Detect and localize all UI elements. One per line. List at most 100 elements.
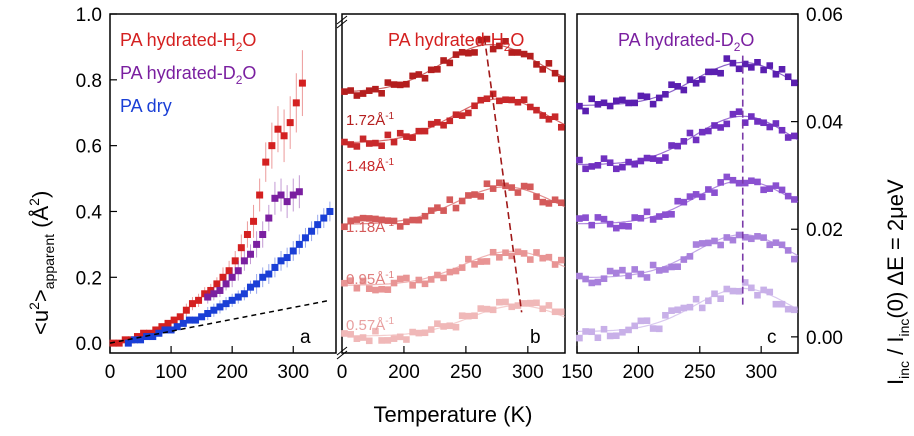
data-point-c-4 [612, 332, 620, 340]
data-point-c-0 [649, 100, 657, 108]
data-point-c-0 [674, 83, 681, 90]
data-point-b-3 [502, 249, 509, 257]
data-point-b-4 [353, 335, 361, 342]
data-point-2 [283, 254, 291, 262]
data-point-b-1 [520, 96, 528, 103]
data-point-2 [228, 296, 236, 304]
legend-item-d2o: PA hydrated-D2O [120, 63, 256, 87]
data-point-b-3 [409, 282, 416, 289]
data-point-c-3 [619, 266, 626, 274]
data-point-1 [259, 231, 267, 239]
data-point-c-0 [766, 62, 774, 69]
data-point-c-4 [619, 328, 626, 336]
data-point-c-3 [655, 267, 663, 274]
data-point-b-4 [557, 308, 565, 316]
data-point-c-4 [754, 291, 761, 299]
data-point-1 [204, 293, 212, 301]
axis-break-top-2 [336, 19, 348, 29]
data-point-1 [234, 267, 242, 275]
data-point-c-1 [754, 118, 761, 125]
data-point-b-0 [415, 71, 423, 78]
data-point-b-4 [452, 323, 460, 331]
data-point-c-4 [741, 279, 749, 286]
data-point-b-4 [427, 326, 435, 333]
y-tick-label-c: 0.00 [806, 328, 843, 349]
data-point-c-0 [600, 99, 608, 107]
data-point-0 [195, 296, 203, 304]
data-point-2 [259, 273, 267, 281]
data-point-b-0 [434, 66, 441, 73]
data-point-0 [225, 267, 233, 275]
data-point-c-3 [662, 266, 669, 273]
data-point-c-4 [723, 285, 731, 293]
data-point-c-2 [784, 192, 792, 200]
data-point-c-3 [723, 234, 731, 241]
data-point-c-2 [637, 214, 645, 222]
data-point-c-3 [735, 231, 743, 239]
data-point-c-1 [772, 120, 780, 127]
data-point-b-0 [539, 66, 546, 73]
data-point-b-4 [396, 333, 404, 341]
data-point-0 [164, 319, 172, 327]
data-point-1 [277, 191, 285, 199]
data-point-b-0 [409, 72, 416, 80]
data-point-2 [173, 323, 181, 331]
data-point-c-1 [723, 120, 731, 128]
data-point-c-4 [662, 311, 669, 319]
data-point-1 [240, 257, 248, 265]
data-point-b-2 [396, 223, 404, 230]
data-point-b-4 [514, 302, 522, 309]
data-point-b-0 [483, 35, 491, 43]
data-point-1 [210, 290, 218, 298]
data-point-c-3 [784, 247, 792, 254]
data-point-2 [314, 221, 322, 229]
data-point-c-3 [680, 256, 688, 263]
data-point-c-1 [662, 154, 669, 161]
data-point-2 [161, 326, 169, 334]
data-point-0 [262, 158, 270, 166]
data-point-b-3 [341, 279, 348, 287]
data-point-c-0 [729, 59, 737, 67]
panel-a: 0 100 200 300 0.0 0.2 0.4 0.6 0.8 1.0 a [76, 5, 337, 383]
data-point-2 [326, 207, 334, 215]
data-point-b-2 [353, 216, 361, 223]
data-point-b-1 [341, 138, 348, 146]
data-point-b-3 [520, 250, 528, 257]
data-point-2 [308, 227, 316, 235]
data-point-c-0 [594, 101, 602, 108]
data-point-b-3 [483, 258, 491, 265]
data-point-b-0 [427, 66, 435, 74]
data-point-b-1 [551, 113, 559, 120]
x-tick-label-b: 300 [512, 362, 544, 383]
y-axis-label-right: Iinc / Iinc(0) ΔE = 2μeV [883, 179, 912, 385]
data-point-c-0 [582, 107, 589, 115]
data-point-b-4 [489, 306, 497, 314]
data-point-c-3 [576, 272, 583, 280]
data-point-c-4 [711, 290, 718, 298]
data-point-c-4 [760, 286, 767, 294]
data-point-b-3 [353, 284, 361, 292]
data-point-2 [265, 270, 273, 278]
panel-label-c: c [767, 327, 777, 348]
data-point-c-2 [778, 186, 786, 194]
data-point-b-2 [458, 197, 466, 205]
data-point-b-3 [514, 248, 522, 256]
data-point-b-2 [551, 196, 559, 204]
reference-line-a [109, 299, 331, 344]
data-point-0 [243, 231, 251, 239]
data-point-b-3 [440, 274, 447, 282]
data-point-c-4 [606, 332, 614, 340]
data-point-b-4 [458, 312, 466, 319]
data-point-c-2 [723, 173, 731, 181]
data-point-c-4 [698, 304, 706, 312]
data-point-b-0 [527, 52, 534, 60]
data-point-b-0 [514, 49, 522, 56]
data-point-c-3 [643, 274, 651, 281]
data-point-b-1 [496, 97, 503, 105]
data-point-c-4 [576, 334, 583, 342]
data-point-b-4 [365, 337, 373, 345]
data-point-b-3 [421, 280, 429, 288]
data-point-b-1 [557, 123, 565, 131]
data-point-b-3 [545, 253, 553, 261]
data-point-c-1 [692, 136, 700, 144]
